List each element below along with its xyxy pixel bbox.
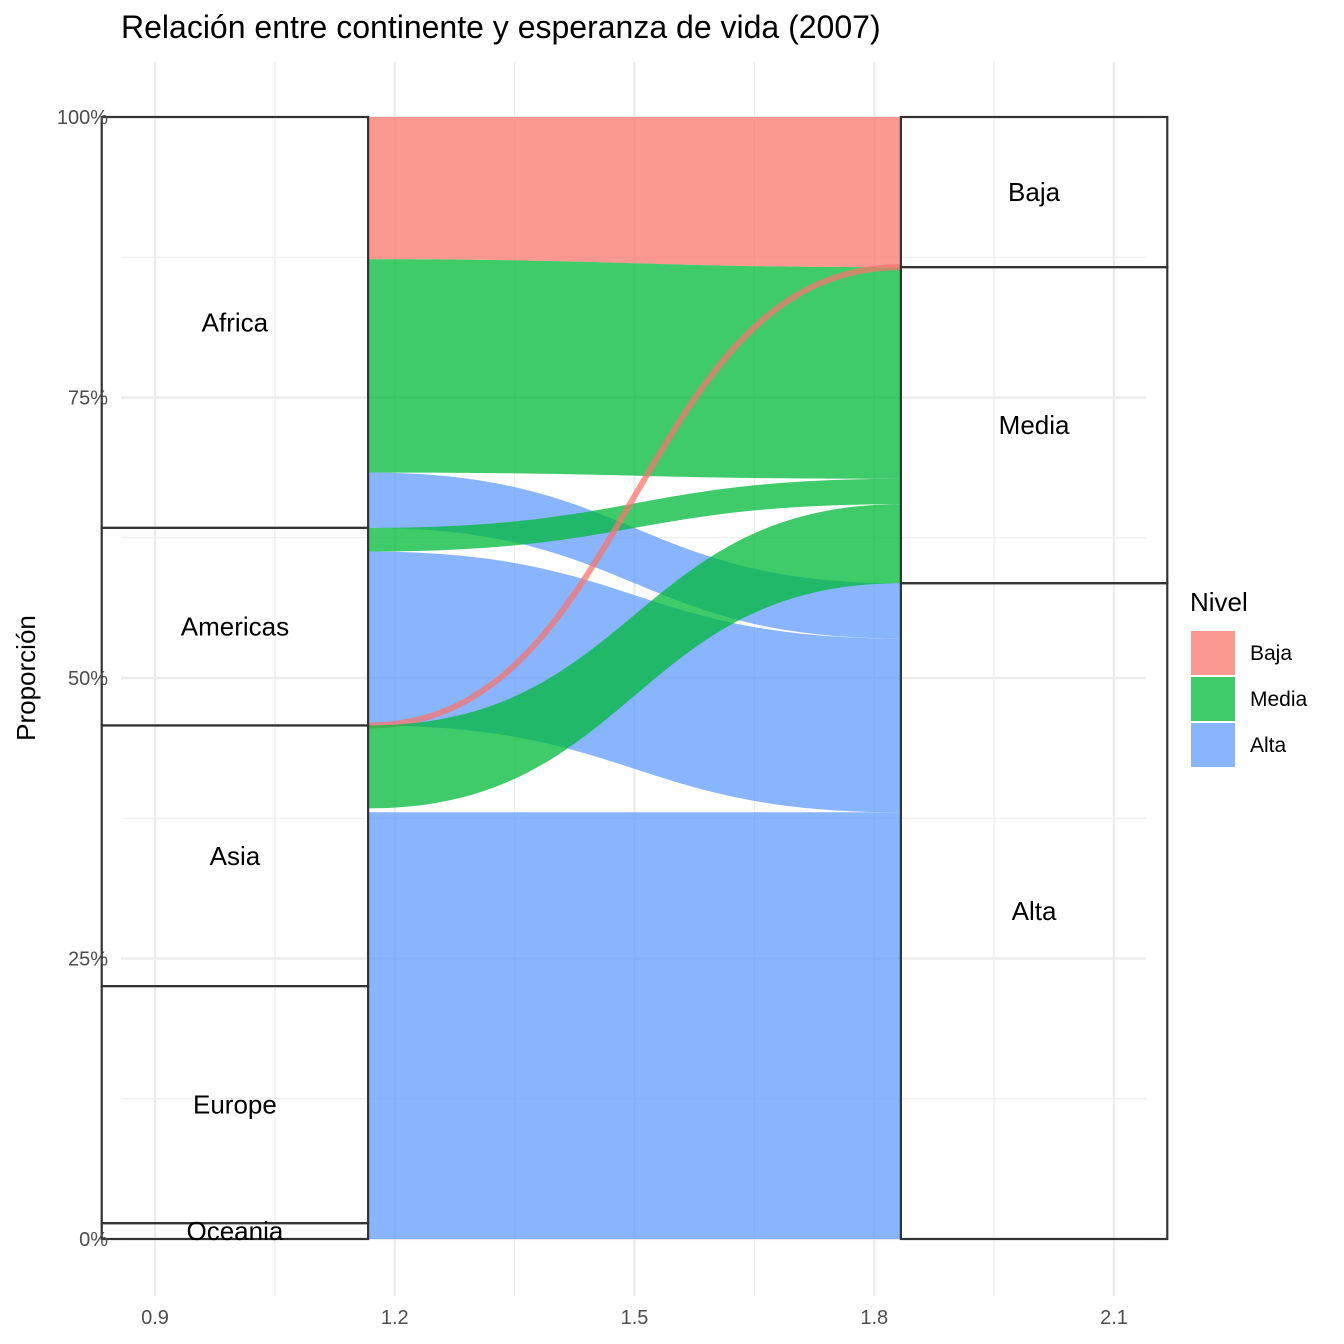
stratum-alta — [899, 582, 1169, 1241]
stratum-label: Africa — [202, 307, 269, 337]
legend-swatch-baja — [1191, 631, 1235, 675]
y-tick-label: 0% — [79, 1229, 108, 1251]
flow-baja — [368, 117, 901, 268]
axes: 0.9 1.2 1.5 1.8 2.1 0% 25% 50% 75% 100% — [57, 107, 1128, 1329]
stratum-label: Oceania — [186, 1216, 283, 1246]
flow-baja — [368, 264, 901, 729]
flow-media — [368, 259, 901, 479]
strata: Africa Americas Asia Europe Oceania Baja Media… — [100, 115, 1169, 1246]
y-axis-label: Proporción — [11, 615, 41, 741]
x-tick-label: 1.5 — [621, 1307, 649, 1329]
flow-alta — [368, 812, 901, 1239]
x-tick-label: 1.8 — [860, 1307, 888, 1329]
chart-title: Relación entre continente y esperanza de… — [121, 9, 881, 45]
x-tick-label: 2.1 — [1100, 1307, 1128, 1329]
legend-label: Baja — [1250, 642, 1292, 665]
y-tick-label: 75% — [68, 388, 108, 410]
legend-title: Nivel — [1190, 587, 1248, 617]
legend-label: Media — [1250, 688, 1308, 711]
y-tick-label: 25% — [68, 949, 108, 971]
flows — [368, 117, 901, 1239]
x-tick-label: 0.9 — [141, 1307, 169, 1329]
y-tick-label: 50% — [68, 668, 108, 690]
legend-swatch-media — [1191, 677, 1235, 721]
x-tick-label: 1.2 — [381, 1307, 409, 1329]
stratum-label: Americas — [181, 612, 289, 642]
stratum-label: Media — [999, 410, 1070, 440]
y-tick-label: 100% — [57, 107, 108, 129]
flow-media — [368, 478, 901, 552]
legend-swatch-alta — [1191, 723, 1235, 767]
stratum-label: Baja — [1008, 177, 1061, 207]
legend-label: Alta — [1250, 734, 1287, 757]
stratum-oceania — [100, 1222, 370, 1241]
stratum-label: Alta — [1012, 896, 1057, 926]
legend: Nivel Baja Media Alta — [1190, 587, 1308, 767]
stratum-label: Asia — [210, 841, 261, 871]
flow-media — [368, 504, 901, 809]
stratum-label: Europe — [193, 1090, 277, 1120]
